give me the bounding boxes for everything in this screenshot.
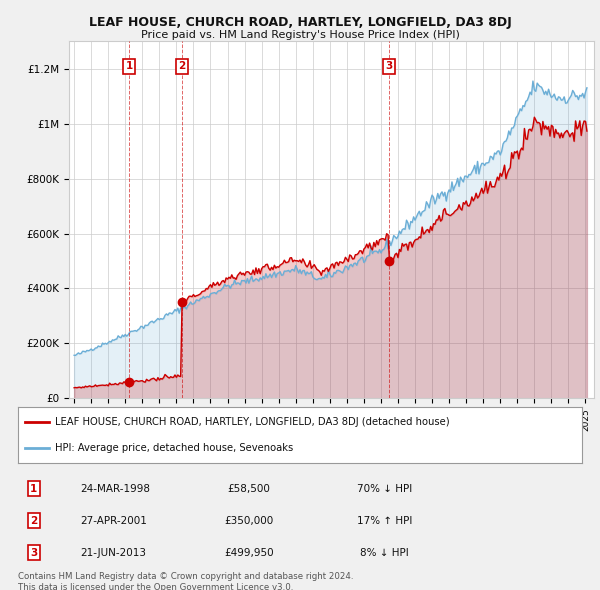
Text: LEAF HOUSE, CHURCH ROAD, HARTLEY, LONGFIELD, DA3 8DJ (detached house): LEAF HOUSE, CHURCH ROAD, HARTLEY, LONGFI… — [55, 417, 449, 427]
Text: 2: 2 — [178, 61, 185, 71]
Text: 24-MAR-1998: 24-MAR-1998 — [80, 484, 150, 493]
Text: £350,000: £350,000 — [224, 516, 274, 526]
Text: 3: 3 — [385, 61, 392, 71]
Text: 3: 3 — [30, 548, 37, 558]
Text: This data is licensed under the Open Government Licence v3.0.: This data is licensed under the Open Gov… — [18, 583, 293, 590]
Text: 1: 1 — [30, 484, 37, 493]
Text: 27-APR-2001: 27-APR-2001 — [80, 516, 147, 526]
Text: 70% ↓ HPI: 70% ↓ HPI — [357, 484, 412, 493]
Text: 21-JUN-2013: 21-JUN-2013 — [80, 548, 146, 558]
Text: 8% ↓ HPI: 8% ↓ HPI — [360, 548, 409, 558]
Text: 2: 2 — [30, 516, 37, 526]
Text: LEAF HOUSE, CHURCH ROAD, HARTLEY, LONGFIELD, DA3 8DJ: LEAF HOUSE, CHURCH ROAD, HARTLEY, LONGFI… — [89, 16, 511, 29]
Text: HPI: Average price, detached house, Sevenoaks: HPI: Average price, detached house, Seve… — [55, 443, 293, 453]
Text: 1: 1 — [125, 61, 133, 71]
Text: £58,500: £58,500 — [228, 484, 271, 493]
Text: Contains HM Land Registry data © Crown copyright and database right 2024.: Contains HM Land Registry data © Crown c… — [18, 572, 353, 581]
Text: Price paid vs. HM Land Registry's House Price Index (HPI): Price paid vs. HM Land Registry's House … — [140, 30, 460, 40]
Text: 17% ↑ HPI: 17% ↑ HPI — [357, 516, 412, 526]
Text: £499,950: £499,950 — [224, 548, 274, 558]
